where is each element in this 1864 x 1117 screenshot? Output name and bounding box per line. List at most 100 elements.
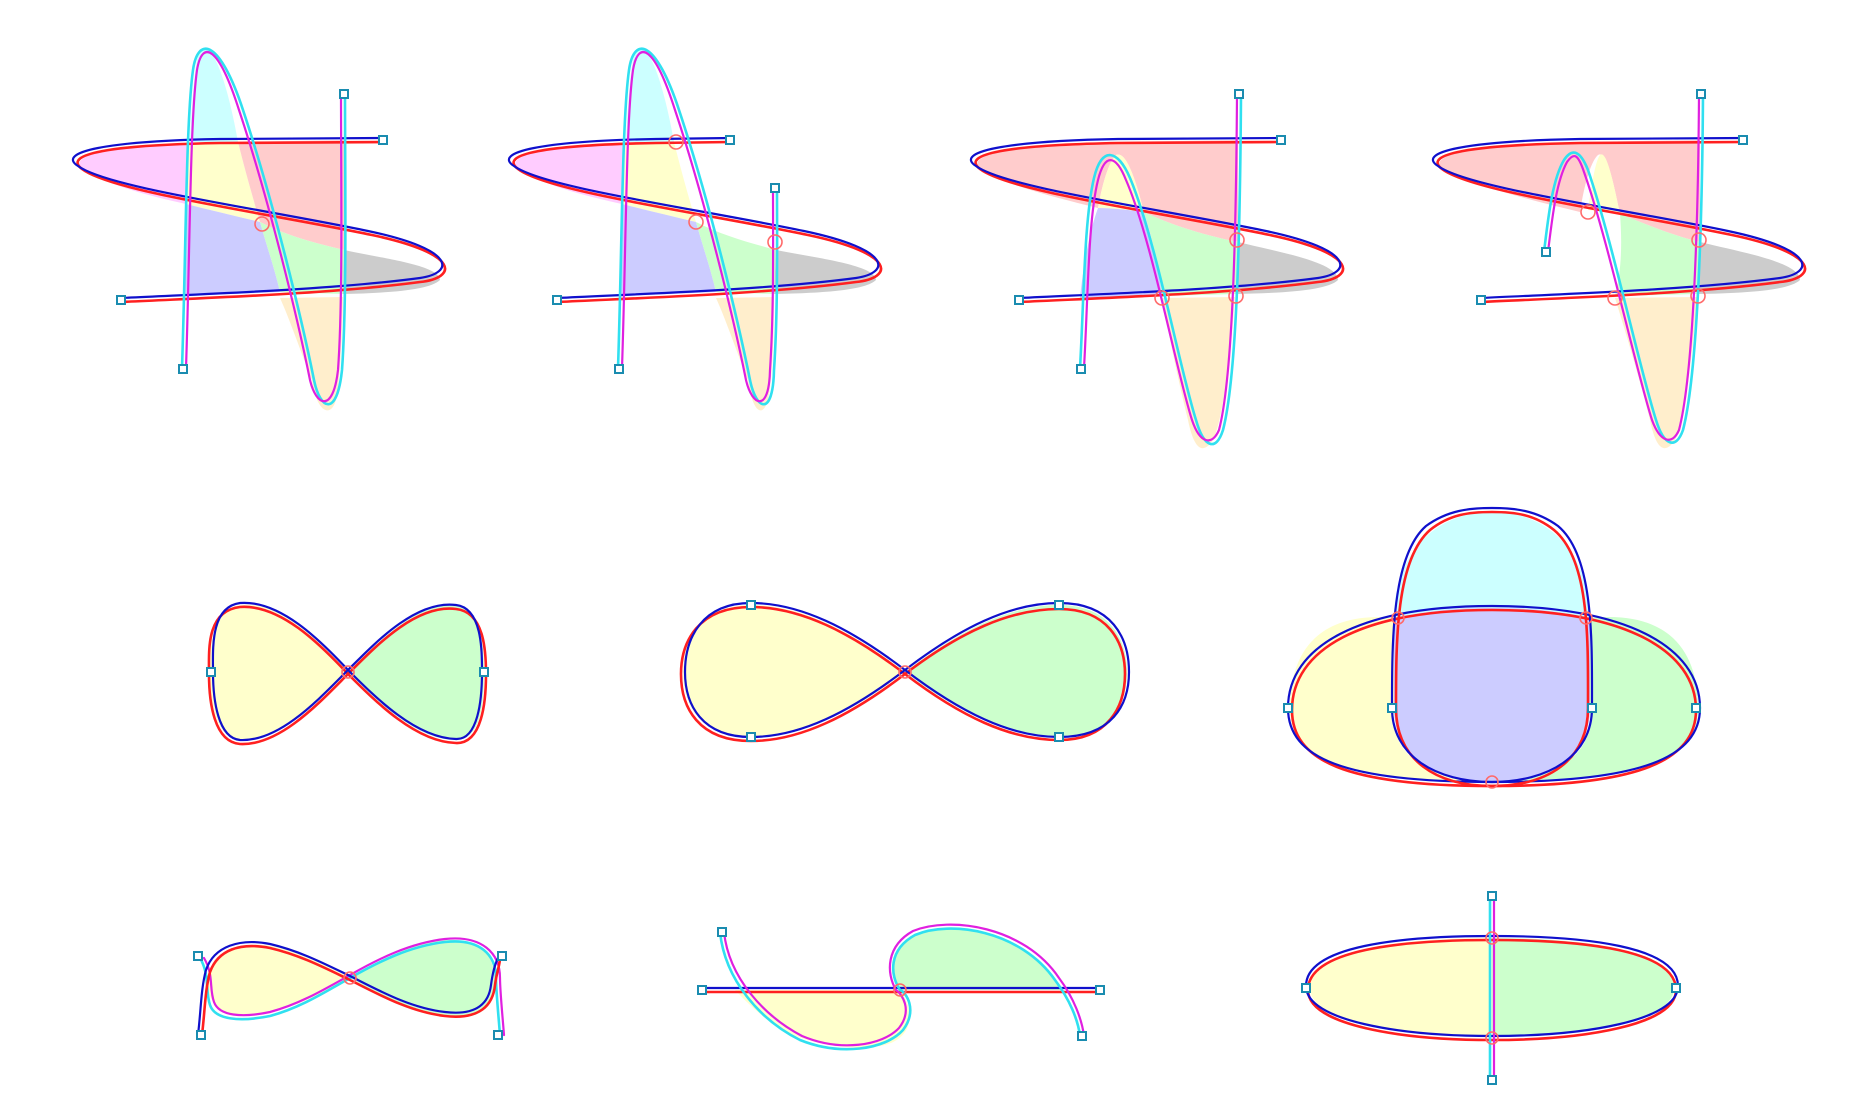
curve-loop-magenta bbox=[184, 51, 343, 403]
figure8-blue bbox=[683, 601, 1131, 739]
endpoint-handle[interactable] bbox=[717, 927, 727, 937]
endpoint-handle[interactable] bbox=[206, 667, 216, 677]
crossing-marker bbox=[1228, 288, 1244, 304]
endpoint-handle[interactable] bbox=[493, 1030, 503, 1040]
crossing-marker bbox=[1485, 775, 1499, 789]
endpoint-handle[interactable] bbox=[1095, 985, 1105, 995]
curve-s-blue bbox=[1431, 136, 1804, 300]
s-curve-magenta bbox=[722, 923, 1086, 1047]
curve-s-blue bbox=[71, 136, 444, 300]
region-red bbox=[238, 140, 345, 250]
crossing-marker bbox=[688, 214, 704, 230]
endpoint-handle[interactable] bbox=[1283, 703, 1293, 713]
endpoint-handle[interactable] bbox=[746, 732, 756, 742]
curve-loop-magenta bbox=[1082, 92, 1239, 442]
panel-r2c2 bbox=[679, 600, 1131, 743]
endpoint-handle[interactable] bbox=[1014, 295, 1024, 305]
region-yellow bbox=[735, 990, 910, 1048]
crossing-marker bbox=[1690, 288, 1706, 304]
region-blue bbox=[1394, 608, 1590, 782]
endpoint-handle[interactable] bbox=[479, 667, 489, 677]
endpoint-handle[interactable] bbox=[1054, 732, 1064, 742]
region-green bbox=[350, 939, 495, 1018]
region-gray bbox=[774, 250, 876, 294]
endpoint-handle[interactable] bbox=[1587, 703, 1597, 713]
crossing-marker bbox=[1154, 290, 1170, 306]
curve-s-red bbox=[512, 140, 883, 304]
region-green bbox=[1615, 214, 1700, 296]
panel-r2c3 bbox=[1283, 506, 1702, 789]
region-green bbox=[1492, 616, 1698, 782]
curve-s-red bbox=[974, 140, 1345, 304]
endpoint-handle[interactable] bbox=[1696, 89, 1706, 99]
endpoint-handle[interactable] bbox=[193, 951, 203, 961]
region-yellow bbox=[210, 604, 348, 741]
endpoint-handle[interactable] bbox=[1234, 89, 1244, 99]
panel-r3c1 bbox=[193, 937, 507, 1040]
endpoint-handle[interactable] bbox=[614, 364, 624, 374]
crossing-marker bbox=[668, 134, 684, 150]
region-green bbox=[1492, 938, 1674, 1036]
endpoint-handle[interactable] bbox=[196, 1030, 206, 1040]
region-yellow bbox=[683, 605, 905, 737]
endpoint-handle[interactable] bbox=[725, 135, 735, 145]
endpoint-handle[interactable] bbox=[1476, 295, 1486, 305]
endpoint-handle[interactable] bbox=[178, 364, 188, 374]
crossing-marker bbox=[898, 665, 912, 679]
endpoint-handle[interactable] bbox=[339, 89, 349, 99]
panel-r3c2 bbox=[697, 923, 1105, 1051]
endpoint-handle[interactable] bbox=[1276, 135, 1286, 145]
region-green bbox=[893, 928, 1063, 990]
region-orange bbox=[280, 297, 343, 411]
region-magenta bbox=[79, 142, 220, 204]
panel-r1c1 bbox=[71, 47, 447, 411]
arch-red bbox=[1394, 510, 1590, 788]
crossing-marker bbox=[254, 216, 270, 232]
endpoint-handle[interactable] bbox=[1691, 703, 1701, 713]
endpoint-handle[interactable] bbox=[697, 985, 707, 995]
region-orange bbox=[1615, 297, 1697, 449]
region-green bbox=[905, 605, 1127, 737]
curve-loop-cyan bbox=[616, 47, 779, 406]
region-yellow bbox=[208, 944, 350, 1016]
region-blue bbox=[1080, 208, 1162, 298]
crossing-marker bbox=[767, 234, 783, 250]
endpoint-handle[interactable] bbox=[770, 183, 780, 193]
curve-loop-cyan bbox=[1078, 92, 1243, 446]
endpoint-handle[interactable] bbox=[1671, 983, 1681, 993]
endpoint-handle[interactable] bbox=[1077, 1031, 1087, 1041]
endpoint-handle[interactable] bbox=[1387, 703, 1397, 713]
crossing-marker bbox=[341, 665, 355, 679]
endpoint-handle[interactable] bbox=[552, 295, 562, 305]
endpoint-handle[interactable] bbox=[497, 951, 507, 961]
endpoint-handle[interactable] bbox=[1738, 135, 1748, 145]
endpoint-handle[interactable] bbox=[1487, 891, 1497, 901]
panel-r2c1 bbox=[206, 601, 489, 746]
crossing-marker bbox=[893, 983, 907, 997]
curve-s-red bbox=[76, 140, 447, 304]
endpoint-handle[interactable] bbox=[378, 135, 388, 145]
region-gray bbox=[1698, 242, 1800, 294]
panel-r1c2 bbox=[507, 47, 883, 411]
region-yellow bbox=[1310, 938, 1492, 1036]
crossing-marker bbox=[1229, 232, 1245, 248]
region-green bbox=[1144, 212, 1238, 296]
panel-r3c3 bbox=[1301, 891, 1681, 1085]
region-cyan bbox=[1394, 512, 1590, 618]
crossing-marker bbox=[1580, 204, 1596, 220]
crossing-marker bbox=[343, 971, 357, 985]
region-gray bbox=[1236, 242, 1338, 294]
curve-loop-magenta bbox=[1546, 92, 1701, 441]
endpoint-handle[interactable] bbox=[1054, 600, 1064, 610]
endpoint-handle[interactable] bbox=[1301, 983, 1311, 993]
region-cyan bbox=[626, 48, 674, 142]
endpoint-handle[interactable] bbox=[1076, 364, 1086, 374]
figure8-blue bbox=[211, 601, 484, 742]
endpoint-handle[interactable] bbox=[1541, 247, 1551, 257]
endpoint-handle[interactable] bbox=[746, 600, 756, 610]
curve-s-red bbox=[1436, 140, 1807, 304]
endpoint-handle[interactable] bbox=[116, 295, 126, 305]
region-orange bbox=[1162, 297, 1235, 449]
endpoint-handle[interactable] bbox=[1487, 1075, 1497, 1085]
